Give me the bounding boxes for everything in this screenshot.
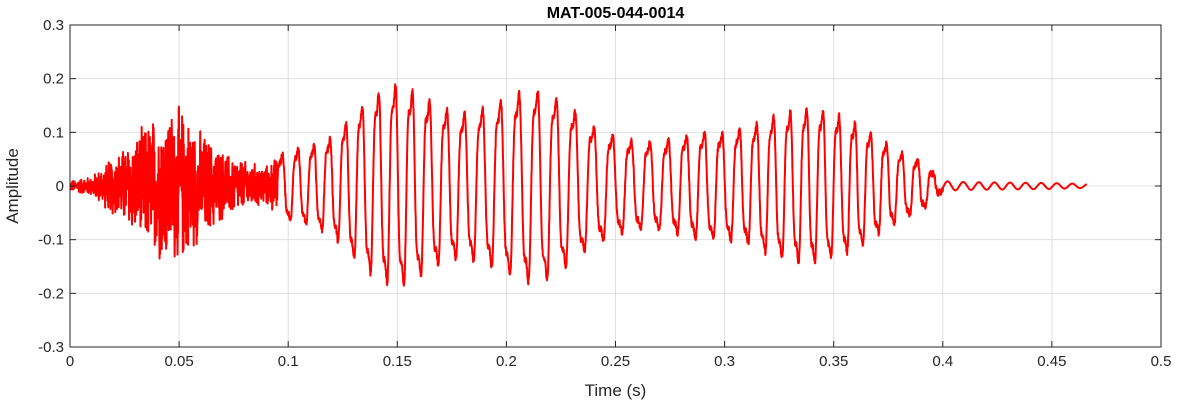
y-tick-label: -0.1 [38,232,64,249]
x-axis-label: Time (s) [585,381,647,400]
y-tick-label: -0.3 [38,339,64,356]
x-tick-label: 0.25 [601,353,630,370]
x-tick-label: 0.3 [714,353,735,370]
x-tick-label: 0.15 [383,353,412,370]
y-tick-label: -0.2 [38,285,64,302]
x-axis-ticks: 0 0.05 0.1 0.15 0.2 0.25 0.3 0.35 0.4 0.45 0.5 [66,25,1172,370]
series-line-0 [69,83,1088,287]
y-tick-label: 0.2 [43,71,64,88]
x-tick-label: 0.2 [496,353,517,370]
x-tick-label: 0.1 [278,353,299,370]
x-tick-label: 0.45 [1037,353,1066,370]
y-axis-ticks: -0.3 -0.2 -0.1 0 0.1 0.2 0.3 [38,17,1161,356]
chart-title: MAT-005-044-0014 [547,5,685,22]
x-tick-label: 0.5 [1151,353,1172,370]
y-tick-label: 0.1 [43,124,64,141]
x-tick-label: 0 [66,353,74,370]
x-tick-label: 0.4 [932,353,953,370]
y-axis-label: Amplitude [3,148,22,224]
x-tick-label: 0.35 [819,353,848,370]
x-tick-label: 0.05 [164,353,193,370]
series-group [69,83,1088,287]
y-tick-label: 0.3 [43,17,64,34]
y-tick-label: 0 [56,178,64,195]
